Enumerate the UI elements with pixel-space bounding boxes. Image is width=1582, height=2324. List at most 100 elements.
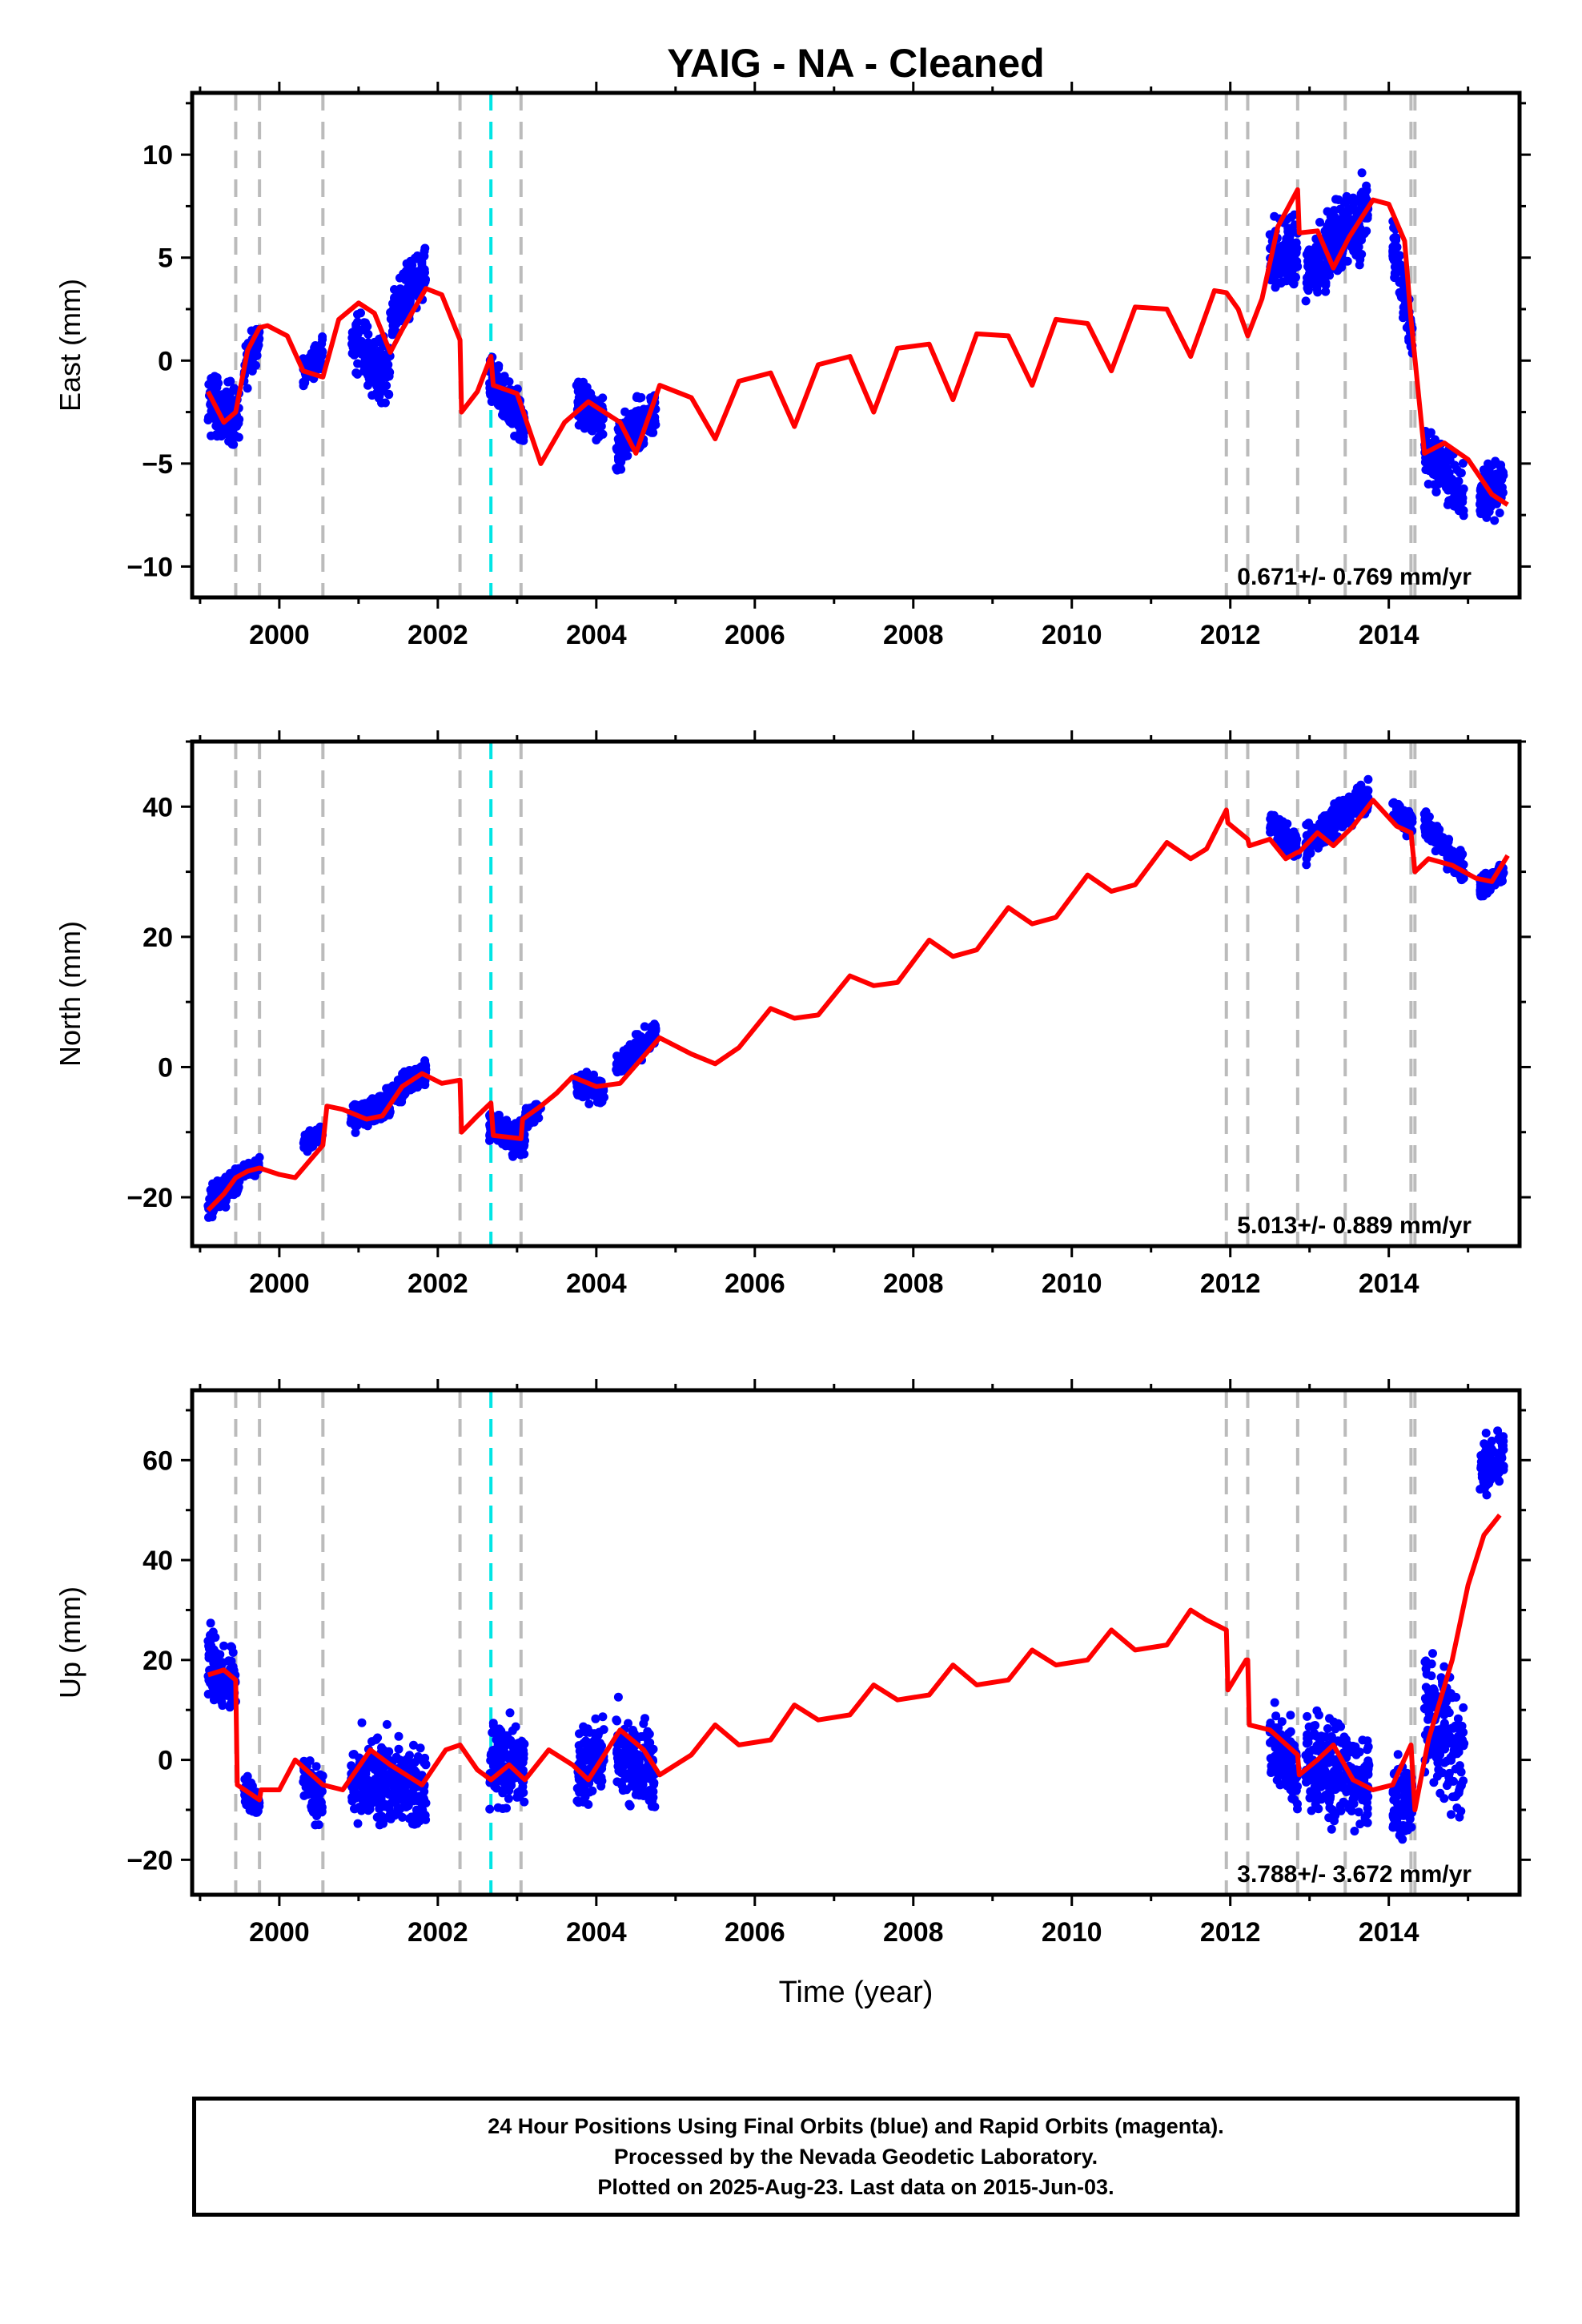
data-point (1331, 195, 1340, 204)
data-point (1331, 1811, 1340, 1820)
data-point (1323, 207, 1332, 216)
data-point (1275, 815, 1284, 825)
data-point (573, 397, 583, 407)
x-tick-label: 2006 (725, 1269, 785, 1299)
data-point (1354, 1807, 1363, 1817)
data-point (420, 1787, 429, 1796)
data-point (577, 1753, 587, 1763)
data-point (363, 1121, 372, 1131)
data-point (1445, 456, 1455, 465)
data-point (499, 412, 508, 421)
data-point (357, 348, 367, 357)
data-point (208, 1627, 218, 1637)
data-point (1323, 222, 1332, 231)
data-point (508, 419, 517, 428)
north-plot-frame (190, 739, 1522, 1248)
data-point (500, 1752, 510, 1762)
figure-title: YAIG - NA - Cleaned (667, 41, 1044, 86)
data-point (636, 1041, 646, 1050)
data-point (1311, 1771, 1320, 1780)
data-point (347, 1761, 356, 1771)
data-point (1302, 860, 1311, 870)
data-point (375, 1820, 384, 1830)
y-tick-label: −10 (126, 552, 173, 582)
x-tick-label: 2002 (408, 1269, 468, 1299)
data-point (231, 1164, 240, 1173)
data-point (1492, 469, 1501, 479)
data-point (1456, 468, 1465, 477)
data-point (1283, 223, 1293, 233)
x-tick-label: 2004 (566, 1269, 627, 1299)
data-point (421, 275, 430, 284)
data-point (625, 1801, 635, 1811)
data-point (375, 1800, 384, 1810)
data-point (612, 443, 622, 452)
data-point (485, 1804, 495, 1814)
data-point (1390, 273, 1399, 283)
data-point (375, 392, 384, 401)
data-point (421, 1815, 431, 1824)
data-point (1329, 211, 1339, 221)
data-point (1399, 806, 1408, 815)
data-point (633, 1750, 643, 1759)
data-point (408, 1819, 417, 1828)
data-point (493, 1803, 503, 1812)
data-point (1271, 1711, 1281, 1721)
data-point (591, 1714, 600, 1723)
data-point (1342, 216, 1351, 226)
data-point (1397, 276, 1407, 285)
data-point (419, 1793, 428, 1803)
data-point (507, 1780, 516, 1790)
data-point (624, 1046, 633, 1055)
data-point (372, 1812, 382, 1822)
data-point (640, 1022, 649, 1031)
data-point (1331, 1781, 1340, 1791)
data-point (1288, 834, 1298, 842)
data-point (380, 1814, 389, 1823)
data-point (356, 1806, 366, 1815)
data-point (394, 1744, 404, 1754)
data-point (614, 436, 624, 445)
data-point (207, 1212, 217, 1222)
data-point (365, 1795, 375, 1805)
data-point (1304, 1747, 1314, 1757)
data-point (500, 1784, 509, 1794)
data-point (1327, 1824, 1336, 1834)
data-point (229, 440, 239, 449)
data-point (518, 1139, 528, 1148)
data-point (1430, 456, 1439, 465)
data-point (1286, 1711, 1295, 1720)
data-point (314, 1820, 323, 1830)
data-point (508, 1749, 517, 1759)
data-point (1302, 820, 1311, 830)
data-point (363, 322, 372, 332)
data-point (379, 1746, 388, 1755)
data-point (1323, 229, 1333, 239)
data-point (408, 279, 417, 288)
x-tick-label: 2000 (249, 1269, 310, 1299)
x-tick-label: 2012 (1200, 620, 1261, 650)
data-point (504, 1794, 513, 1803)
data-point (1280, 239, 1290, 248)
data-point (414, 271, 424, 281)
data-point (216, 1661, 226, 1671)
data-point (1359, 794, 1369, 804)
data-point (1345, 206, 1355, 215)
data-point (592, 436, 601, 444)
data-point (371, 1759, 381, 1768)
data-point (351, 1128, 360, 1137)
data-point (512, 1144, 521, 1154)
x-tick-label: 2002 (408, 620, 468, 650)
data-point (1311, 1721, 1320, 1730)
data-point (1310, 1782, 1319, 1791)
data-point (1276, 279, 1286, 288)
data-point (574, 1798, 584, 1807)
data-point (1313, 287, 1323, 297)
data-point (584, 1799, 593, 1809)
velocity-label: 5.013+/- 0.889 mm/yr (1237, 1212, 1472, 1239)
data-point (217, 1697, 227, 1707)
data-point (647, 1746, 656, 1755)
data-point (486, 390, 496, 400)
data-point (1426, 821, 1435, 830)
